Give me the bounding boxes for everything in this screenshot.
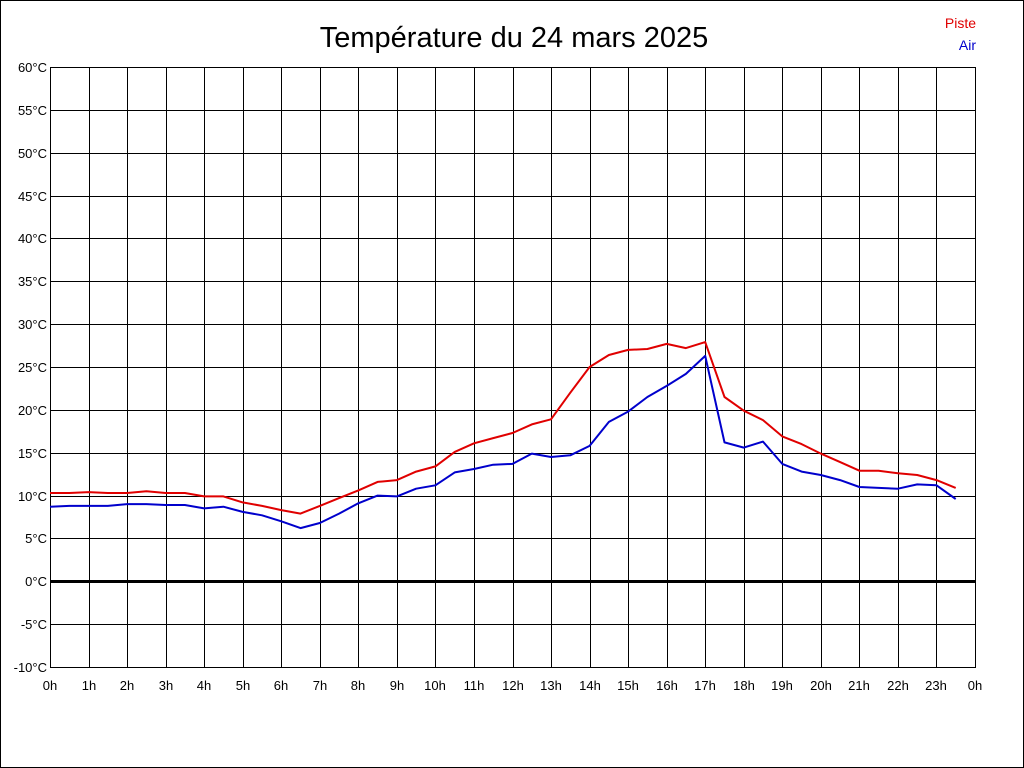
y-tick-label: -5°C — [21, 617, 47, 632]
x-tick-label: 7h — [313, 678, 327, 693]
y-tick-label: 55°C — [18, 103, 47, 118]
x-tick-label: 5h — [236, 678, 250, 693]
x-tick-label: 1h — [82, 678, 96, 693]
x-tick-label: 8h — [351, 678, 365, 693]
grid — [50, 67, 976, 668]
x-tick-label: 13h — [540, 678, 562, 693]
series-line-piste — [50, 341, 957, 515]
y-tick-label: 5°C — [25, 531, 47, 546]
x-tick-label: 10h — [424, 678, 446, 693]
legend: Piste Air — [945, 15, 976, 53]
x-tick-label: 17h — [694, 678, 716, 693]
x-tick-label: 20h — [810, 678, 832, 693]
y-tick-label: 10°C — [18, 489, 47, 504]
x-tick-label: 0h — [43, 678, 57, 693]
x-tick-label: 23h — [925, 678, 947, 693]
chart-title: Température du 24 mars 2025 — [320, 22, 709, 54]
x-tick-label: 6h — [274, 678, 288, 693]
y-tick-label: 25°C — [18, 360, 47, 375]
y-tick-label: 30°C — [18, 317, 47, 332]
y-axis-ticks: 60°C 55°C 50°C 45°C 40°C 35°C 30°C 25°C 20°C 15°C… — [14, 60, 47, 675]
x-tick-label: 4h — [197, 678, 211, 693]
y-tick-label: 15°C — [18, 446, 47, 461]
y-tick-label: 40°C — [18, 231, 47, 246]
legend-entry-air: Air — [959, 37, 976, 53]
y-tick-label: 35°C — [18, 274, 47, 289]
y-tick-label: 60°C — [18, 60, 47, 75]
y-tick-label: 20°C — [18, 403, 47, 418]
x-tick-label: 14h — [579, 678, 601, 693]
x-axis-ticks: 0h 1h 2h 3h 4h 5h 6h 7h 8h 9h 10h 11h 12h 13h 14h 15h 16… — [43, 678, 982, 693]
x-tick-label: 15h — [617, 678, 639, 693]
x-tick-label: 3h — [159, 678, 173, 693]
y-tick-label: 45°C — [18, 189, 47, 204]
x-tick-label: 16h — [656, 678, 678, 693]
x-tick-label: 22h — [887, 678, 909, 693]
series-line-air — [49, 354, 957, 530]
x-tick-label: 21h — [848, 678, 870, 693]
x-tick-label: 12h — [502, 678, 524, 693]
y-tick-label: 50°C — [18, 146, 47, 161]
legend-entry-piste: Piste — [945, 15, 976, 31]
x-tick-label: 18h — [733, 678, 755, 693]
x-tick-label: 0h — [968, 678, 982, 693]
x-tick-label: 9h — [390, 678, 404, 693]
y-tick-label: 0°C — [25, 574, 47, 589]
x-tick-label: 19h — [771, 678, 793, 693]
x-tick-label: 2h — [120, 678, 134, 693]
y-tick-label: -10°C — [14, 660, 47, 675]
x-tick-label: 11h — [464, 678, 485, 693]
series-lines — [49, 341, 957, 530]
plot-border — [50, 67, 976, 668]
